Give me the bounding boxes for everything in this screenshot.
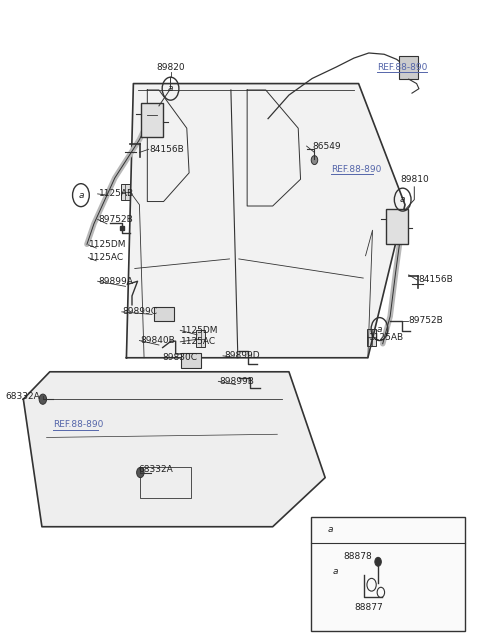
Bar (154, 307, 174, 321)
Circle shape (39, 394, 47, 404)
Text: 89820: 89820 (156, 63, 185, 72)
Text: a: a (400, 195, 406, 204)
Text: REF.88-890: REF.88-890 (331, 164, 381, 174)
Text: 88877: 88877 (354, 603, 383, 612)
Text: 84156B: 84156B (418, 275, 453, 284)
Text: a: a (168, 84, 173, 93)
Polygon shape (126, 84, 405, 358)
Text: a: a (78, 190, 84, 199)
Text: 89752B: 89752B (409, 316, 444, 325)
Bar (121, 183, 130, 200)
Text: REF.88-890: REF.88-890 (377, 63, 428, 72)
Text: 1125DM: 1125DM (181, 326, 219, 335)
Text: 88878: 88878 (343, 551, 372, 560)
Bar (196, 330, 205, 347)
Text: 89830C: 89830C (163, 353, 198, 362)
Text: 1125AB: 1125AB (98, 189, 134, 198)
Polygon shape (24, 372, 325, 527)
Text: 89899A: 89899A (98, 277, 133, 286)
Text: 68332A: 68332A (6, 392, 40, 401)
Text: 1125AB: 1125AB (369, 333, 404, 342)
Text: 84156B: 84156B (150, 145, 184, 154)
Bar (367, 329, 376, 346)
Bar (385, 208, 408, 244)
Text: 86549: 86549 (312, 142, 341, 151)
Bar (141, 104, 163, 137)
Circle shape (137, 467, 144, 477)
Text: 89810: 89810 (400, 175, 429, 184)
Circle shape (311, 156, 318, 165)
Text: 89899C: 89899C (123, 307, 158, 316)
Text: 89840B: 89840B (140, 336, 175, 345)
Text: REF.88-890: REF.88-890 (53, 420, 103, 429)
Text: 89899D: 89899D (224, 351, 260, 360)
Circle shape (375, 557, 381, 566)
Text: 1125DM: 1125DM (89, 240, 127, 249)
Text: a: a (328, 525, 334, 534)
Text: 1125AC: 1125AC (181, 337, 216, 346)
Bar (140, 467, 192, 498)
Bar (399, 56, 418, 79)
Bar (181, 353, 201, 368)
Text: a: a (377, 325, 382, 334)
Text: 1125AC: 1125AC (89, 253, 124, 262)
Text: 89899B: 89899B (219, 377, 254, 386)
Bar (311, 517, 466, 631)
Text: 89752B: 89752B (98, 215, 133, 224)
Text: 68332A: 68332A (138, 465, 173, 474)
Text: a: a (333, 567, 338, 576)
